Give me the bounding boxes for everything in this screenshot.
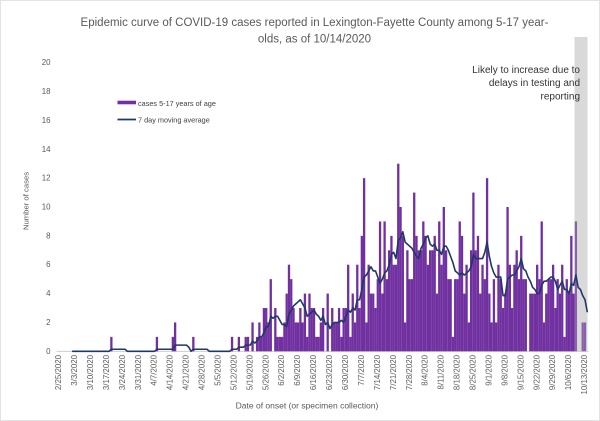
svg-text:olds, as of 10/14/2020: olds, as of 10/14/2020 [258,34,371,46]
svg-text:6: 6 [46,260,51,269]
svg-text:10/13/2020: 10/13/2020 [580,354,589,394]
svg-text:4/14/2020: 4/14/2020 [166,354,175,390]
svg-text:10: 10 [42,203,51,212]
svg-text:6/30/2020: 6/30/2020 [341,354,350,390]
svg-text:14: 14 [42,145,51,154]
svg-text:9/1/2020: 9/1/2020 [484,354,493,385]
svg-text:6/2/2020: 6/2/2020 [277,354,286,385]
svg-text:12: 12 [42,174,51,183]
svg-text:8/18/2020: 8/18/2020 [453,354,462,390]
svg-text:9/22/2020: 9/22/2020 [532,354,541,390]
svg-text:9/15/2020: 9/15/2020 [516,354,525,390]
svg-text:2/25/2020: 2/25/2020 [54,354,63,390]
svg-text:4/7/2020: 4/7/2020 [150,354,159,385]
svg-text:3/3/2020: 3/3/2020 [70,354,79,385]
svg-text:6/16/2020: 6/16/2020 [309,354,318,390]
svg-text:8: 8 [46,231,51,240]
svg-text:Epidemic curve of COVID-19 cas: Epidemic curve of COVID-19 cases reporte… [81,17,549,29]
svg-text:0: 0 [46,347,51,356]
svg-text:Date of onset (or specimen col: Date of onset (or specimen collection) [236,401,379,411]
svg-text:20: 20 [42,58,51,67]
svg-text:9/29/2020: 9/29/2020 [548,354,557,390]
svg-text:4: 4 [46,289,51,298]
svg-text:Number of cases: Number of cases [22,172,31,230]
svg-text:9/8/2020: 9/8/2020 [500,354,509,385]
svg-text:reporting: reporting [541,91,580,102]
svg-text:2: 2 [46,318,50,327]
svg-text:6/23/2020: 6/23/2020 [325,354,334,390]
svg-text:8/11/2020: 8/11/2020 [437,354,446,389]
svg-text:5/12/2020: 5/12/2020 [229,354,238,390]
svg-text:Likely to increase due to: Likely to increase due to [472,65,580,76]
svg-text:7/21/2020: 7/21/2020 [389,354,398,390]
svg-text:3/17/2020: 3/17/2020 [102,354,111,390]
svg-text:5/26/2020: 5/26/2020 [261,354,270,390]
svg-text:7/28/2020: 7/28/2020 [405,354,414,390]
svg-text:7 day moving average: 7 day moving average [138,116,210,125]
svg-text:7/7/2020: 7/7/2020 [357,354,366,385]
svg-text:7/14/2020: 7/14/2020 [373,354,382,390]
svg-text:10/6/2020: 10/6/2020 [564,354,573,390]
svg-text:cases 5-17 years of age: cases 5-17 years of age [138,99,216,108]
svg-text:3/24/2020: 3/24/2020 [118,354,127,390]
svg-text:16: 16 [42,116,51,125]
svg-text:8/4/2020: 8/4/2020 [421,354,430,385]
svg-text:4/21/2020: 4/21/2020 [182,354,191,390]
svg-text:5/19/2020: 5/19/2020 [245,354,254,390]
svg-text:delays in testing and: delays in testing and [489,78,580,89]
svg-text:3/31/2020: 3/31/2020 [134,354,143,390]
svg-text:18: 18 [42,87,51,96]
svg-text:6/9/2020: 6/9/2020 [293,354,302,385]
svg-text:4/28/2020: 4/28/2020 [198,354,207,390]
svg-text:5/5/2020: 5/5/2020 [213,354,222,385]
svg-text:3/10/2020: 3/10/2020 [86,354,95,390]
svg-text:8/25/2020: 8/25/2020 [469,354,478,390]
